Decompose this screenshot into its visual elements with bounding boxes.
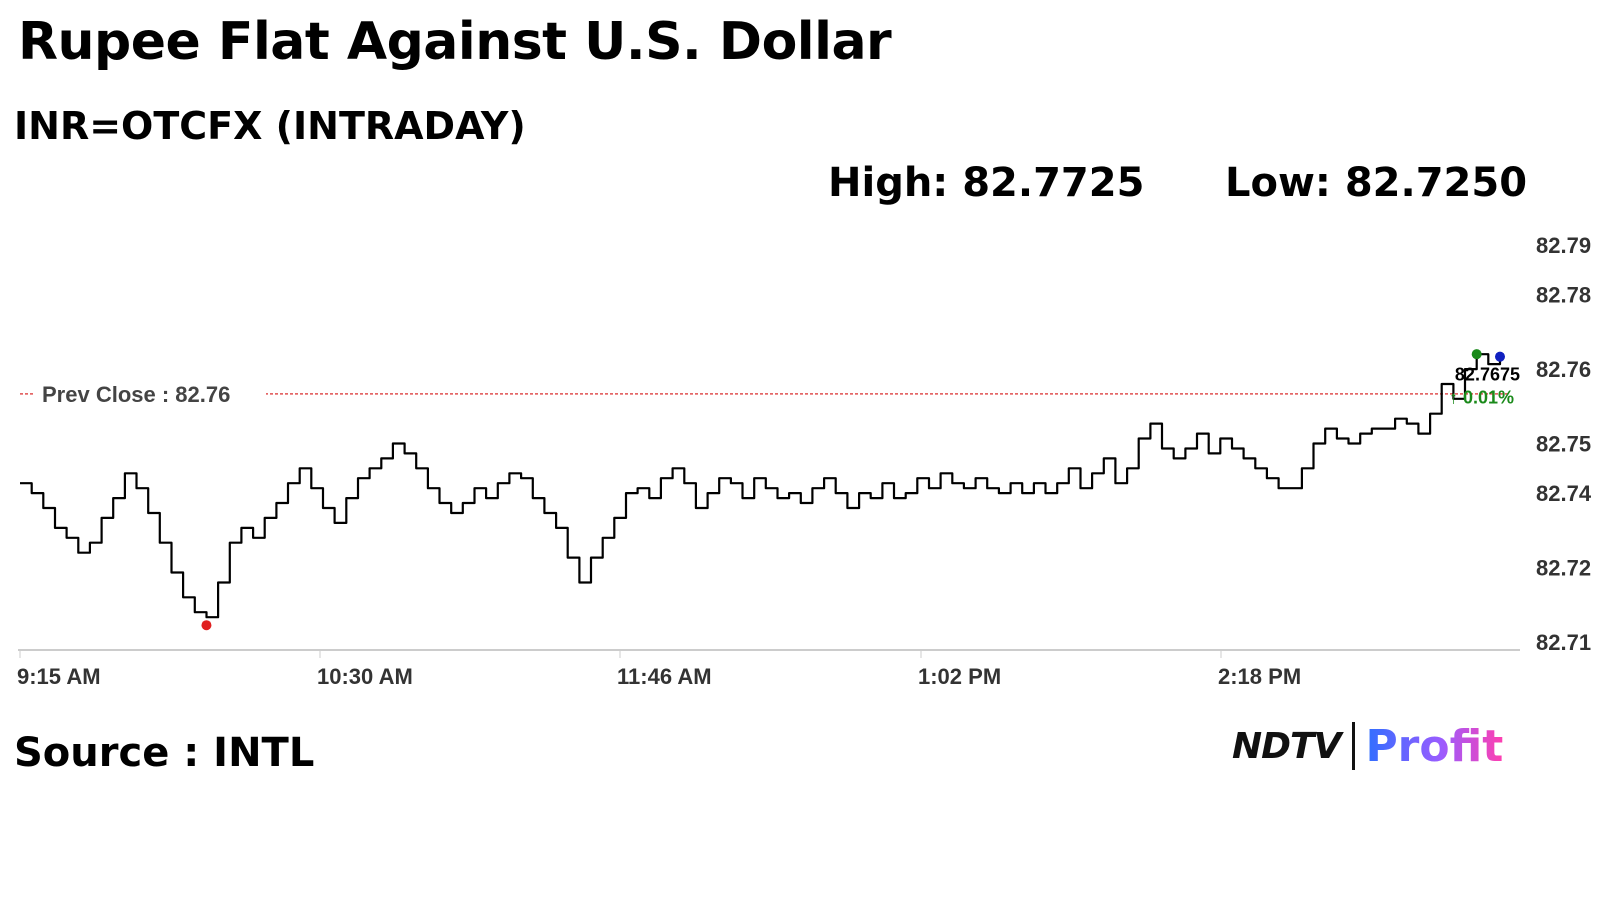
chart-title: Rupee Flat Against U.S. Dollar <box>18 12 892 72</box>
y-tick-label: 82.79 <box>1536 233 1591 258</box>
x-tick-label: 9:15 AM <box>17 664 101 689</box>
change-label: ↑ 0.01% <box>1449 388 1514 408</box>
y-tick-label: 82.71 <box>1536 630 1591 655</box>
y-tick-label: 82.72 <box>1536 556 1591 581</box>
x-tick-label: 11:46 AM <box>617 664 712 689</box>
source-label: Source : INTL <box>14 730 315 776</box>
prev-close-label: Prev Close : 82.76 <box>42 382 230 407</box>
logo-divider <box>1352 722 1356 770</box>
chart-subtitle: INR=OTCFX (INTRADAY) <box>14 104 526 148</box>
intraday-line-chart: 9:15 AM 10:30 AM 11:46 AM 1:02 PM 2:18 PM 82… <box>17 233 1592 689</box>
last-value-label: 82.7675 <box>1455 365 1520 385</box>
logo-profit: Profit <box>1365 720 1504 772</box>
high-marker <box>1471 349 1482 360</box>
y-tick-label: 82.74 <box>1536 481 1592 506</box>
x-axis-ticks: 9:15 AM 10:30 AM 11:46 AM 1:02 PM 2:18 PM <box>17 650 1301 689</box>
last-marker <box>1495 351 1505 362</box>
low-value: Low: 82.7250 <box>1225 160 1528 206</box>
y-tick-label: 82.76 <box>1536 357 1591 382</box>
series-line <box>20 353 1502 619</box>
ndtv-profit-logo: NDTV Profit <box>1232 718 1503 774</box>
logo-ndtv: NDTV <box>1232 725 1341 767</box>
y-tick-label: 82.75 <box>1536 432 1591 457</box>
y-axis-ticks: 82.79 82.78 82.76 82.75 82.74 82.72 82.71 <box>1536 233 1592 655</box>
low-marker <box>201 620 212 631</box>
x-tick-label: 10:30 AM <box>317 664 413 689</box>
y-tick-label: 82.78 <box>1536 283 1591 308</box>
high-value: High: 82.7725 <box>828 160 1145 206</box>
x-tick-label: 2:18 PM <box>1218 664 1301 689</box>
prev-close-label-bg <box>34 381 266 406</box>
x-tick-label: 1:02 PM <box>918 664 1001 689</box>
